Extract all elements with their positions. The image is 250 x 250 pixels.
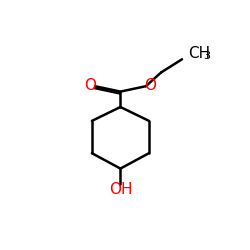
- Text: O: O: [84, 78, 96, 93]
- Text: OH: OH: [109, 182, 132, 197]
- Text: CH: CH: [188, 46, 210, 60]
- Text: 3: 3: [203, 51, 210, 61]
- Text: O: O: [144, 78, 156, 93]
